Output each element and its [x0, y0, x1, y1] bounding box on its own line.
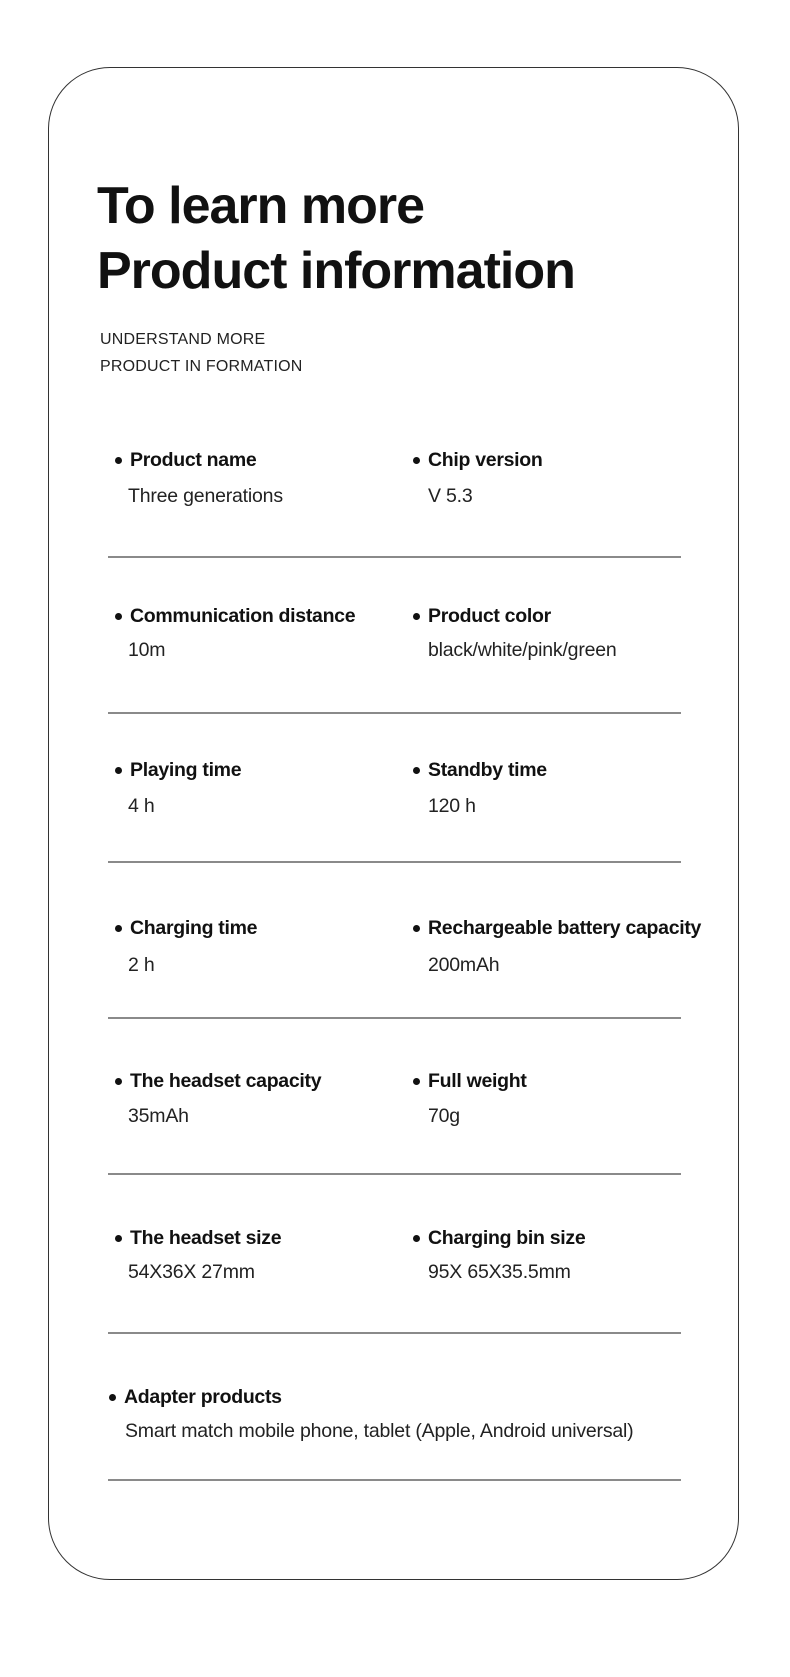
- page-title-line2: Product information: [97, 242, 576, 300]
- spec-value: 200mAh: [428, 954, 500, 976]
- divider: [108, 1017, 681, 1019]
- spec-value: Smart match mobile phone, tablet (Apple,…: [125, 1420, 634, 1442]
- spec-value: 120 h: [428, 795, 476, 817]
- info-card: [48, 67, 739, 1580]
- spec-value: 35mAh: [128, 1105, 189, 1127]
- spec-value: 10m: [128, 639, 166, 661]
- spec-label: The headset capacity: [114, 1070, 322, 1092]
- spec-label: Playing time: [114, 759, 242, 781]
- spec-label: Product color: [413, 605, 551, 627]
- spec-value: 54X36X 27mm: [128, 1261, 255, 1283]
- spec-label: Product name: [114, 449, 257, 471]
- subtitle-line2: PRODUCT IN FORMATION: [100, 358, 303, 375]
- divider: [108, 712, 681, 714]
- divider: [108, 556, 681, 558]
- divider: [108, 861, 681, 863]
- spec-value: Three generations: [128, 485, 283, 507]
- page-title-line1: To learn more: [97, 177, 425, 235]
- spec-label: Chip version: [413, 449, 543, 471]
- spec-label: Adapter products: [109, 1386, 282, 1408]
- spec-value: 4 h: [128, 795, 155, 817]
- spec-label: Rechargeable battery capacity: [412, 917, 702, 939]
- divider: [108, 1332, 681, 1334]
- subtitle-line1: UNDERSTAND MORE: [100, 331, 266, 348]
- spec-label: Standby time: [413, 759, 547, 781]
- spec-label: The headset size: [114, 1227, 282, 1249]
- spec-value: black/white/pink/green: [428, 639, 617, 661]
- spec-value: 95X 65X35.5mm: [428, 1261, 571, 1283]
- spec-label: Communication distance: [114, 605, 356, 627]
- spec-value: 70g: [428, 1105, 460, 1127]
- divider: [108, 1479, 681, 1481]
- divider: [108, 1173, 681, 1175]
- spec-value: V 5.3: [428, 485, 473, 507]
- spec-label: Full weight: [413, 1070, 527, 1092]
- spec-label: Charging time: [114, 917, 258, 939]
- spec-value: 2 h: [128, 954, 155, 976]
- spec-label: Charging bin size: [412, 1227, 586, 1249]
